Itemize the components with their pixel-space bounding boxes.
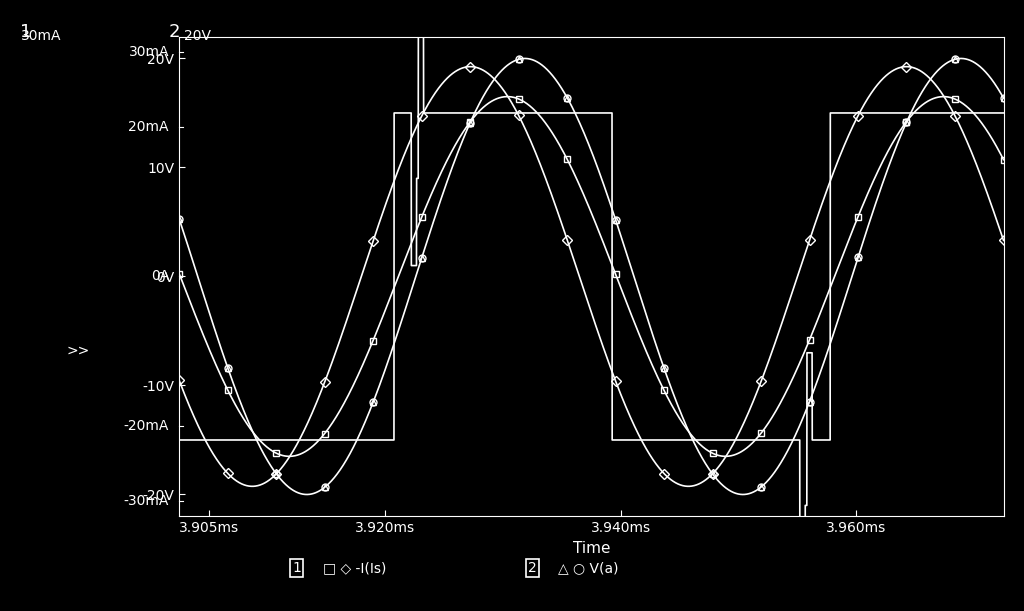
Text: 1: 1: [293, 562, 301, 575]
Text: -30mA: -30mA: [124, 494, 169, 508]
X-axis label: Time: Time: [572, 541, 610, 556]
Text: 1: 1: [20, 23, 32, 41]
Text: 0A: 0A: [151, 269, 169, 284]
Text: 2: 2: [169, 23, 180, 41]
Text: 30mA: 30mA: [128, 45, 169, 59]
Text: △ ○ V(a): △ ○ V(a): [558, 562, 618, 575]
Text: 20mA: 20mA: [128, 120, 169, 134]
Text: >>: >>: [67, 343, 90, 357]
Text: 20V: 20V: [184, 29, 211, 43]
Text: □ ◇ -I(Is): □ ◇ -I(Is): [323, 562, 386, 575]
Text: 2: 2: [528, 562, 537, 575]
Text: -20mA: -20mA: [124, 419, 169, 433]
Text: 30mA: 30mA: [20, 29, 61, 43]
